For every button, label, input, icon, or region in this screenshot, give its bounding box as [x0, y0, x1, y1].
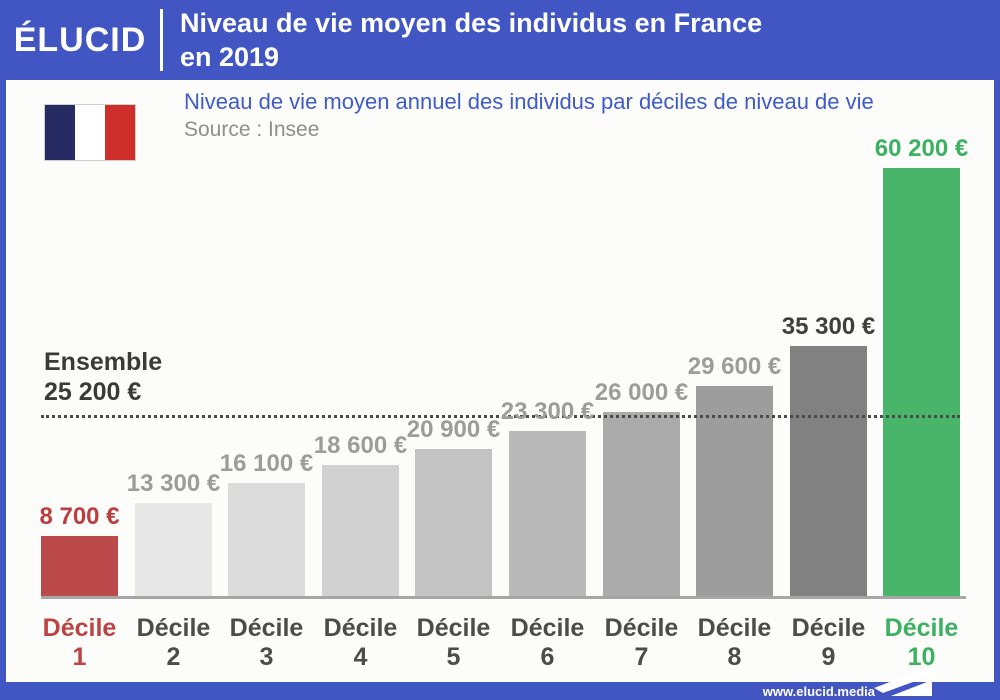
- tick-decile-number-1: 1: [72, 643, 87, 671]
- tick-decile-number-4: 4: [353, 643, 368, 671]
- bar-decile-5: [415, 449, 492, 598]
- value-label-decile-4: 18 600 €: [313, 432, 408, 459]
- bar-decile-7: [603, 412, 680, 598]
- tick-decile-number-5: 5: [446, 643, 461, 671]
- france-flag-icon: [44, 104, 136, 161]
- x-axis-baseline: [41, 596, 966, 599]
- value-label-decile-5: 20 900 €: [406, 416, 501, 443]
- flag-blue-stripe: [45, 105, 75, 160]
- reference-dotted-line: [41, 415, 960, 418]
- tick-decile-number-6: 6: [540, 643, 555, 671]
- footer-url: www.elucid.media: [762, 684, 875, 699]
- chart-subtitle: Niveau de vie moyen annuel des individus…: [184, 89, 874, 114]
- tick-decile-number-9: 9: [821, 643, 836, 671]
- tick-decile-word-6: Décile: [510, 614, 585, 642]
- tick-decile-word-4: Décile: [323, 614, 398, 642]
- value-label-decile-9: 35 300 €: [781, 313, 876, 340]
- page-title: Niveau de vie moyen des individus en Fra…: [163, 0, 762, 80]
- tick-decile-word-5: Décile: [416, 614, 491, 642]
- bar-decile-9: [790, 346, 867, 598]
- tick-decile-number-7: 7: [634, 643, 649, 671]
- reference-label-text: Ensemble: [44, 348, 163, 376]
- tick-decile-word-2: Décile: [136, 614, 211, 642]
- source-label: Source : Insee: [184, 118, 320, 141]
- tick-decile-number-3: 3: [259, 643, 274, 671]
- bar-decile-3: [228, 483, 305, 598]
- header-divider: [160, 9, 163, 71]
- value-label-decile-10: 60 200 €: [874, 135, 969, 162]
- flag-white-stripe: [75, 105, 105, 160]
- tick-decile-word-7: Décile: [604, 614, 679, 642]
- value-label-decile-3: 16 100 €: [219, 450, 314, 477]
- reference-label-value: 25 200 €: [44, 378, 142, 406]
- elucid-arrow-flag-icon: [874, 666, 932, 696]
- value-label-decile-7: 26 000 €: [594, 379, 689, 406]
- tick-decile-word-10: Décile: [884, 614, 959, 642]
- tick-decile-word-3: Décile: [229, 614, 304, 642]
- value-label-decile-1: 8 700 €: [39, 503, 120, 530]
- header-bar: ÉLUCID Niveau de vie moyen des individus…: [6, 0, 994, 80]
- bar-decile-2: [135, 503, 212, 598]
- value-label-decile-2: 13 300 €: [126, 470, 221, 497]
- bar-decile-10: [883, 168, 960, 598]
- title-line-2: en 2019: [180, 42, 280, 72]
- title-line-1: Niveau de vie moyen des individus en Fra…: [180, 8, 763, 38]
- bar-decile-1: [41, 536, 118, 598]
- tick-decile-number-8: 8: [727, 643, 742, 671]
- tick-decile-word-1: Décile: [42, 614, 117, 642]
- tick-decile-number-10: 10: [907, 643, 936, 671]
- bar-decile-4: [322, 465, 399, 598]
- tick-decile-number-2: 2: [166, 643, 181, 671]
- elucid-logo: ÉLUCID: [6, 0, 160, 80]
- tick-decile-word-9: Décile: [791, 614, 866, 642]
- flag-red-stripe: [105, 105, 135, 160]
- footer-bar: www.elucid.media: [6, 682, 994, 700]
- value-label-decile-8: 29 600 €: [687, 353, 782, 380]
- value-label-decile-6: 23 300 €: [500, 398, 595, 425]
- bar-decile-8: [696, 386, 773, 598]
- reference-label: Ensemble 25 200 €: [44, 347, 162, 407]
- tick-decile-word-8: Décile: [697, 614, 772, 642]
- elucid-logo-text: ÉLUCID: [13, 20, 147, 59]
- bar-decile-6: [509, 431, 586, 598]
